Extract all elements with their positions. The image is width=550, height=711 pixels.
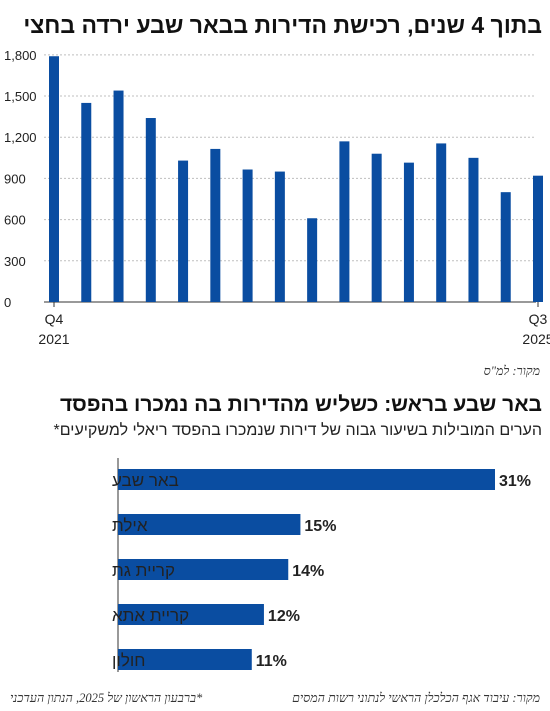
bar [242,169,253,302]
chart2-subtitle: הערים המובילות בשיעור גבוה של דירות שנמכ… [53,422,542,439]
bar [274,171,285,302]
data-label: 15% [304,518,336,535]
y-tick-label: 900 [4,171,26,186]
bar [500,192,511,302]
bar [118,559,289,580]
data-label: 14% [292,563,324,580]
data-label: 12% [268,608,300,625]
bar [113,90,124,302]
y-tick-label: 0 [4,295,11,310]
bar [178,160,189,302]
chart1-svg: 0 300 600 900 1,200 1,500 1,800 Q4 2021 Q3 2025 [4,48,550,347]
chart2-note: *ברבעון הראשון של 2025, הנתון העדכני [10,691,203,705]
bar [81,102,92,302]
x-tick-label: 2021 [38,331,69,347]
category-label: קריית אתא [112,606,189,625]
bar [118,514,301,535]
y-tick-label: 1,800 [4,48,37,63]
y-tick-label: 1,200 [4,130,37,145]
y-tick-label: 300 [4,254,26,269]
bar [145,118,156,302]
chart2-svg: 31% באר שבע 15% אילת 14% קריית גת 12% קריית אתא… [112,458,531,672]
x-tick-label: 2025 [522,331,550,347]
category-label: חולון [112,651,145,670]
chart2-title: באר שבע בראש: כשליש מהדירות בה נמכרו בהפ… [59,393,542,416]
bar [371,153,382,302]
y-tick-label: 1,500 [4,89,37,104]
bar [436,143,447,302]
data-label: 11% [256,653,287,670]
bar [468,157,479,302]
data-label: 31% [499,473,531,490]
bar [49,56,59,302]
bar [403,162,414,302]
x-tick-label: Q3 [529,311,548,327]
bar [533,175,543,302]
bar [118,469,495,490]
chart1-title: בתוך 4 שנים, רכישת הדירות בבאר שבע ירדה … [23,12,542,38]
bar [210,148,221,302]
category-label: אילת [112,516,148,535]
category-label: קריית גת [112,561,175,580]
x-tick-label: Q4 [45,311,64,327]
bar [307,218,318,302]
bar [118,604,264,625]
chart1-source: מקור: למ"ס [483,364,540,378]
chart2-source: מקור: עיבוד אגף הכלכלן הראשי לנתוני רשות… [292,691,540,705]
category-label: באר שבע [112,471,179,490]
bar [118,649,252,670]
y-tick-label: 600 [4,213,26,228]
bar [339,141,350,302]
